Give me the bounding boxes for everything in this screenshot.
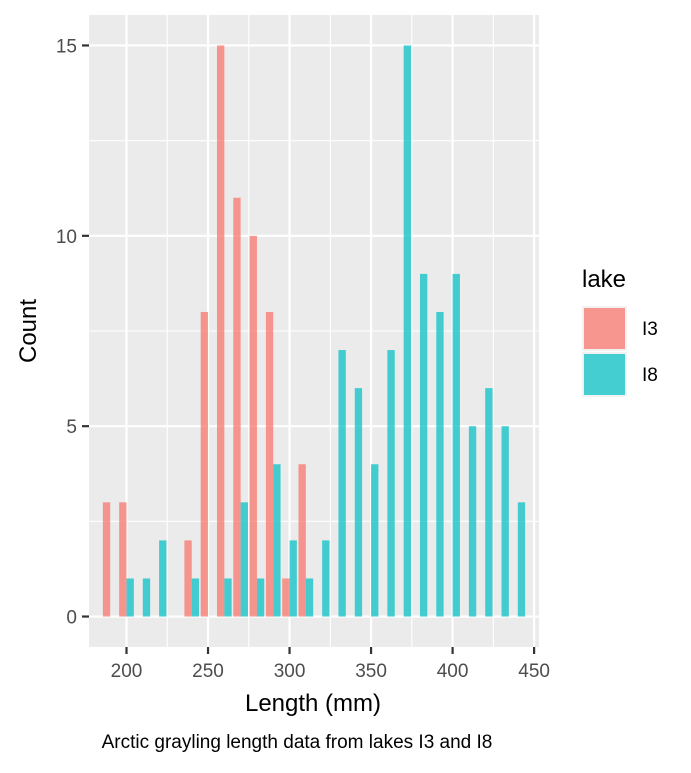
bar-I8 — [468, 426, 477, 617]
bar-I3 — [184, 540, 192, 617]
bar-I3 — [249, 235, 257, 617]
bar-I3 — [216, 45, 225, 617]
x-tick-label: 450 — [518, 661, 550, 682]
y-tick-label: 15 — [56, 36, 77, 57]
series-I8 — [126, 45, 526, 617]
bar-I8 — [452, 273, 460, 617]
bar-I3 — [282, 578, 290, 617]
bar-I8 — [289, 540, 297, 617]
bar-I8 — [338, 350, 346, 617]
legend-label-I8: I8 — [642, 365, 658, 386]
legend-swatch-I8 — [584, 354, 625, 395]
x-tick-label: 350 — [355, 661, 387, 682]
bar-I3 — [102, 502, 111, 617]
bar-I8 — [403, 45, 412, 617]
bar-I3 — [265, 311, 274, 617]
bar-I8 — [485, 388, 493, 617]
x-tick-label: 300 — [274, 661, 306, 682]
y-tick-label: 0 — [66, 608, 77, 629]
bar-I8 — [256, 578, 265, 617]
bar-I8 — [387, 350, 395, 617]
bar-I8 — [142, 578, 151, 617]
bar-I8 — [436, 311, 444, 617]
bar-I8 — [273, 464, 281, 617]
y-tick-label: 10 — [56, 227, 77, 248]
y-tick-label: 5 — [66, 417, 77, 438]
bar-I8 — [224, 578, 232, 617]
bar-I8 — [517, 502, 526, 617]
x-axis-title: Length (mm) — [245, 690, 381, 717]
bar-I8 — [419, 273, 428, 617]
bar-I3 — [233, 197, 241, 617]
bar-I8 — [371, 464, 379, 617]
bar-I8 — [354, 388, 363, 617]
y-axis-title: Count — [15, 299, 42, 363]
series-I3 — [102, 45, 306, 617]
chart-caption: Arctic grayling length data from lakes I… — [102, 732, 493, 753]
legend-title: lake — [582, 266, 626, 293]
legend: lake I3 I8 — [582, 266, 658, 397]
x-tick-label: 200 — [111, 661, 143, 682]
bar-I8 — [501, 426, 509, 617]
bar-I8 — [159, 540, 167, 617]
bars-layer — [102, 45, 526, 617]
bar-I8 — [126, 578, 134, 617]
axis-layer: 200 250 300 350 400 450 0 5 10 15 — [56, 36, 550, 682]
x-tick-label: 400 — [437, 661, 469, 682]
bar-I8 — [322, 540, 330, 617]
bar-I8 — [191, 578, 200, 617]
bar-I8 — [240, 502, 248, 617]
legend-label-I3: I3 — [642, 319, 658, 340]
bar-I3 — [119, 502, 127, 617]
legend-swatch-I3 — [584, 308, 625, 349]
bar-I8 — [305, 578, 314, 617]
bar-I3 — [200, 311, 209, 617]
x-tick-label: 250 — [192, 661, 224, 682]
bar-I3 — [298, 464, 306, 617]
